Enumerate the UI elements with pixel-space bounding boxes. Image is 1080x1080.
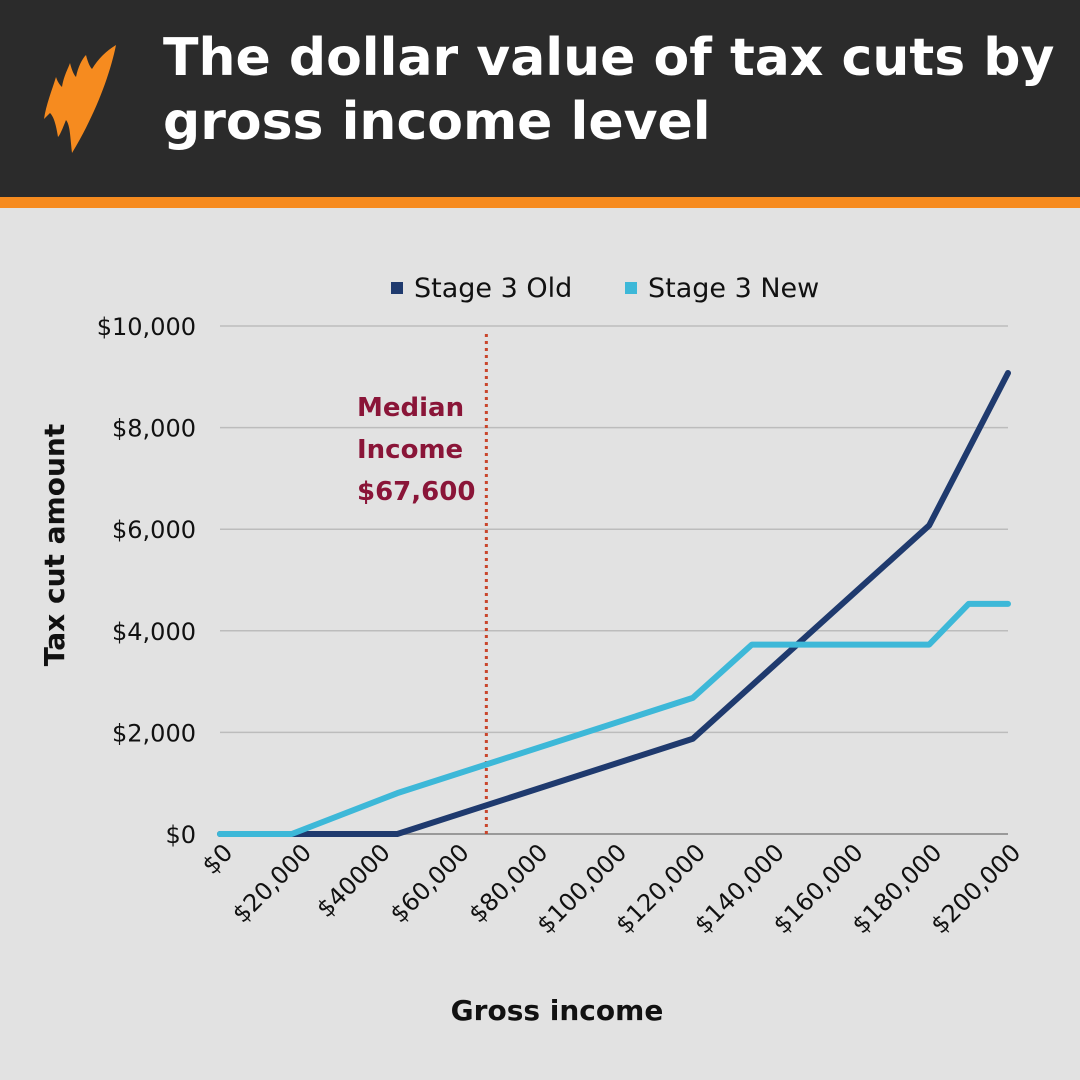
median-label-3: $67,600 — [357, 477, 475, 507]
y-tick-label: $0 — [165, 821, 196, 849]
series-line-new — [217, 600, 1011, 837]
y-tick-label: $8,000 — [112, 415, 196, 443]
x-tick-label: $60,000 — [385, 838, 475, 928]
x-axis-label: Gross income — [451, 994, 664, 1027]
legend-label-old: Stage 3 Old — [414, 273, 572, 304]
median-label-2: Income — [357, 435, 463, 465]
y-tick-label: $4,000 — [112, 618, 196, 646]
legend-swatch-old — [391, 282, 403, 294]
y-tick-label: $2,000 — [112, 719, 196, 747]
line-chart: $0$2,000$4,000$6,000$8,000$10,000 $0$20,… — [38, 273, 1026, 1027]
x-tick-label: $0 — [197, 838, 238, 879]
y-tick-label: $10,000 — [97, 313, 196, 341]
accent-stripe — [0, 197, 1080, 208]
chart-title: The dollar value of tax cuts by gross in… — [163, 28, 1055, 152]
median-label-1: Median — [357, 393, 464, 423]
header: The dollar value of tax cuts by gross in… — [0, 0, 1080, 197]
legend-swatch-new — [625, 282, 637, 294]
y-tick-label: $6,000 — [112, 516, 196, 544]
y-axis-label: Tax cut amount — [38, 424, 71, 666]
sbs-logo-icon — [44, 45, 116, 153]
legend-label-new: Stage 3 New — [648, 273, 819, 304]
x-tick-label: $20,000 — [227, 838, 317, 928]
x-tick-label: $40000 — [311, 838, 396, 923]
series-line-old — [217, 369, 1011, 837]
